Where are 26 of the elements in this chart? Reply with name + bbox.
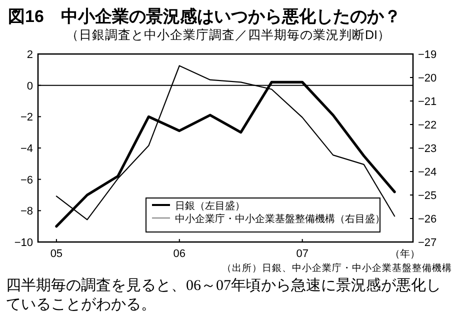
y2-tick-label: −20 (418, 72, 437, 84)
y-tick-label: 0 (26, 80, 33, 92)
x-tick-label: 07 (296, 248, 308, 260)
title: 図16 中小企業の景況感はいつから悪化したのか？ (8, 7, 401, 26)
y2-tick-label: −24 (418, 166, 437, 178)
y-tick-label: −10 (14, 237, 33, 249)
source: （出所）日銀、中小企業庁・中小企業基盤整備機構 (222, 263, 452, 274)
y2-tick-label: −26 (418, 214, 437, 226)
y2-tick-label: −22 (418, 120, 437, 132)
y-tick-label: −6 (20, 174, 33, 186)
caption: 四半期毎の調査を見ると、06～07年頃から急速に景況感が悪化していることがわかる。 (6, 277, 442, 315)
x-tick-label: 06 (173, 248, 186, 260)
y-tick-label: −4 (20, 143, 33, 155)
y-tick-label: −8 (20, 206, 33, 218)
y2-tick-label: −25 (418, 190, 437, 202)
legend-label: 日銀（左目盛） (175, 200, 245, 212)
y-tick-label: −2 (20, 112, 33, 124)
legend-label: 中小企業庁・中小企業基盤整備機構（右目盛） (175, 213, 385, 225)
y2-tick-label: −19 (418, 49, 437, 61)
subtitle: （日銀調査と中小企業庁調査／四半期毎の業況判断DI） (66, 28, 390, 42)
y2-tick-label: −27 (418, 237, 437, 249)
y2-tick-label: −21 (418, 96, 437, 108)
y-tick-label: 2 (26, 49, 33, 61)
y2-tick-label: −23 (418, 143, 437, 155)
x-tick-label: 05 (50, 248, 63, 260)
xlabel: （年） (390, 249, 420, 260)
